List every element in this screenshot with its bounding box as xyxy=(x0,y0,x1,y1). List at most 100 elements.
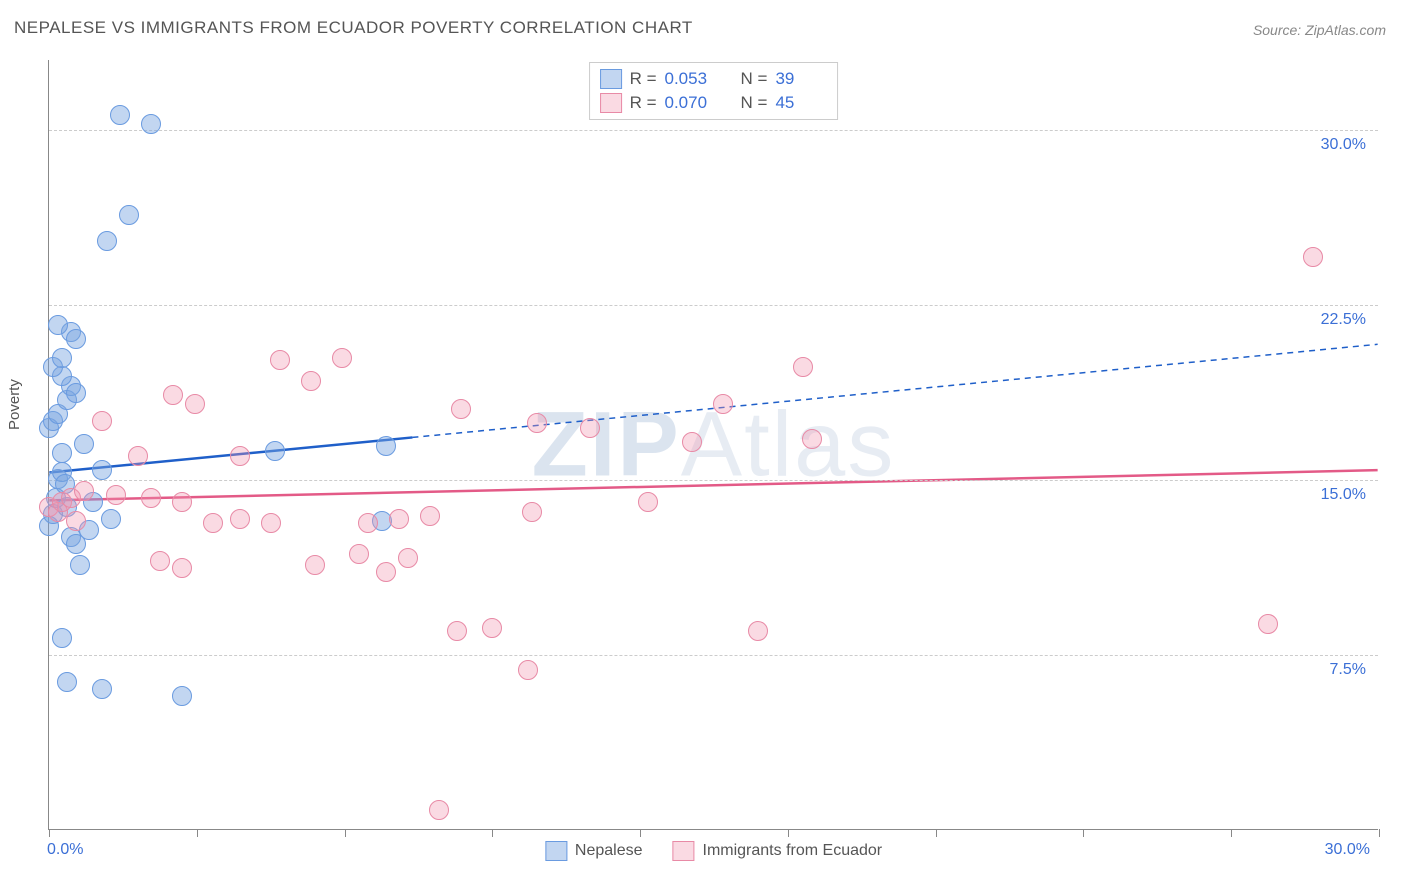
scatter-point xyxy=(141,488,161,508)
x-axis-max-label: 30.0% xyxy=(1325,841,1370,859)
stats-row: R = 0.070 N = 45 xyxy=(600,91,828,115)
x-tick xyxy=(345,829,346,837)
r-label: R = xyxy=(630,93,657,113)
legend-item: Nepalese xyxy=(545,841,643,861)
scatter-point xyxy=(70,555,90,575)
gridline xyxy=(49,480,1378,481)
scatter-point xyxy=(518,660,538,680)
series-swatch xyxy=(545,841,567,861)
x-tick xyxy=(1231,829,1232,837)
legend: Nepalese Immigrants from Ecuador xyxy=(545,841,882,861)
scatter-point xyxy=(163,385,183,405)
scatter-point xyxy=(270,350,290,370)
scatter-point xyxy=(358,513,378,533)
scatter-point xyxy=(447,621,467,641)
scatter-point xyxy=(172,492,192,512)
scatter-point xyxy=(141,114,161,134)
scatter-point xyxy=(802,429,822,449)
scatter-point xyxy=(66,329,86,349)
scatter-point xyxy=(793,357,813,377)
scatter-point xyxy=(172,558,192,578)
stats-row: R = 0.053 N = 39 xyxy=(600,67,828,91)
scatter-point xyxy=(305,555,325,575)
x-tick xyxy=(1083,829,1084,837)
scatter-point xyxy=(261,513,281,533)
r-value: 0.070 xyxy=(665,93,717,113)
legend-label: Immigrants from Ecuador xyxy=(703,842,883,860)
legend-item: Immigrants from Ecuador xyxy=(673,841,883,861)
scatter-point xyxy=(265,441,285,461)
scatter-point xyxy=(172,686,192,706)
scatter-point xyxy=(451,399,471,419)
y-tick-label: 30.0% xyxy=(1321,136,1366,154)
y-tick-label: 22.5% xyxy=(1321,311,1366,329)
scatter-point xyxy=(52,443,72,463)
scatter-point xyxy=(349,544,369,564)
y-axis-label: Poverty xyxy=(6,379,23,430)
scatter-point xyxy=(128,446,148,466)
scatter-point xyxy=(48,315,68,335)
scatter-point xyxy=(230,446,250,466)
scatter-point xyxy=(389,509,409,529)
source-attribution: Source: ZipAtlas.com xyxy=(1253,22,1386,38)
scatter-point xyxy=(638,492,658,512)
scatter-point xyxy=(332,348,352,368)
n-value: 39 xyxy=(775,69,827,89)
scatter-point xyxy=(522,502,542,522)
x-axis-min-label: 0.0% xyxy=(47,841,83,859)
correlation-stats-box: R = 0.053 N = 39 R = 0.070 N = 45 xyxy=(589,62,839,120)
scatter-point xyxy=(106,485,126,505)
x-tick xyxy=(640,829,641,837)
n-label: N = xyxy=(741,93,768,113)
scatter-point xyxy=(185,394,205,414)
scatter-point xyxy=(92,460,112,480)
scatter-point xyxy=(230,509,250,529)
scatter-point xyxy=(376,436,396,456)
series-swatch xyxy=(600,69,622,89)
scatter-point xyxy=(376,562,396,582)
x-tick xyxy=(788,829,789,837)
gridline xyxy=(49,305,1378,306)
scatter-point xyxy=(52,628,72,648)
scatter-point xyxy=(66,511,86,531)
chart-title: NEPALESE VS IMMIGRANTS FROM ECUADOR POVE… xyxy=(14,18,693,38)
scatter-point xyxy=(74,481,94,501)
x-tick xyxy=(197,829,198,837)
x-tick xyxy=(492,829,493,837)
n-label: N = xyxy=(741,69,768,89)
scatter-plot-area: ZIPAtlas R = 0.053 N = 39 R = 0.070 N = … xyxy=(48,60,1378,830)
x-tick xyxy=(936,829,937,837)
scatter-point xyxy=(74,434,94,454)
scatter-point xyxy=(748,621,768,641)
scatter-point xyxy=(150,551,170,571)
scatter-point xyxy=(1303,247,1323,267)
trend-lines-layer xyxy=(49,60,1378,829)
gridline xyxy=(49,655,1378,656)
y-tick-label: 7.5% xyxy=(1330,661,1366,679)
scatter-point xyxy=(92,679,112,699)
scatter-point xyxy=(482,618,502,638)
scatter-point xyxy=(398,548,418,568)
r-value: 0.053 xyxy=(665,69,717,89)
scatter-point xyxy=(580,418,600,438)
scatter-point xyxy=(429,800,449,820)
r-label: R = xyxy=(630,69,657,89)
n-value: 45 xyxy=(775,93,827,113)
scatter-point xyxy=(66,383,86,403)
gridline xyxy=(49,130,1378,131)
legend-label: Nepalese xyxy=(575,842,643,860)
scatter-point xyxy=(203,513,223,533)
scatter-point xyxy=(527,413,547,433)
scatter-point xyxy=(420,506,440,526)
series-swatch xyxy=(600,93,622,113)
scatter-point xyxy=(682,432,702,452)
scatter-point xyxy=(92,411,112,431)
scatter-point xyxy=(110,105,130,125)
scatter-point xyxy=(97,231,117,251)
scatter-point xyxy=(301,371,321,391)
scatter-point xyxy=(101,509,121,529)
scatter-point xyxy=(713,394,733,414)
x-tick xyxy=(49,829,50,837)
scatter-point xyxy=(1258,614,1278,634)
scatter-point xyxy=(57,672,77,692)
